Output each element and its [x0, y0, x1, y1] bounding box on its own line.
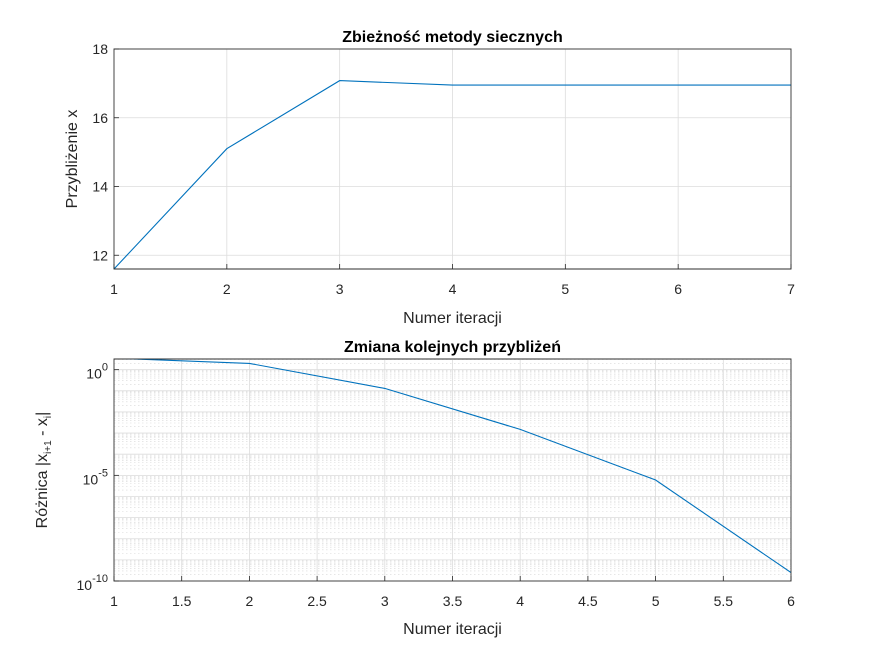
y-tick-exponent: -10	[92, 573, 108, 585]
x-tick-label: 4	[516, 593, 524, 609]
x-tick-label: 5.5	[714, 593, 734, 609]
y-tick-label: 10-5	[83, 467, 108, 487]
y-tick-label: 12	[92, 247, 108, 263]
x-tick-label: 2	[223, 281, 231, 297]
x-tick-label: 3	[336, 281, 344, 297]
x-tick-label: 6	[787, 593, 795, 609]
y-tick-base: 10	[83, 471, 99, 487]
series-line	[120, 359, 791, 574]
y-label-sub-1: i+1	[43, 440, 54, 454]
y-tick-label: 16	[92, 110, 108, 126]
chart-title-1: Zbieżność metody siecznych	[342, 29, 563, 46]
y-label-mid: - x	[34, 418, 51, 440]
x-axis-label-2: Numer iteracji	[403, 621, 502, 638]
y-label-sub-2: i	[43, 416, 54, 418]
y-axis-label-2: Różnica |xi+1 - xi|	[34, 412, 54, 529]
y-tick-labels-1: 12 14 16 18	[92, 41, 108, 263]
y-tick-base: 10	[77, 577, 93, 593]
series-group-1	[113, 80, 791, 270]
axes-frame-1	[113, 48, 792, 270]
x-tick-label: 6	[674, 281, 682, 297]
x-axis-label-1: Numer iteracji	[403, 310, 502, 327]
y-label-main: Różnica |x	[34, 454, 51, 528]
x-tick-label: 7	[787, 281, 795, 297]
y-axis-label-1: Przybliżenie x	[64, 110, 81, 209]
series-line	[113, 80, 791, 270]
y-tick-label: 100	[86, 362, 108, 382]
y-tick-exponent: 0	[102, 362, 108, 374]
y-label-end: |	[34, 412, 51, 416]
x-tick-label: 5	[652, 593, 660, 609]
x-tick-label: 3.5	[443, 593, 463, 609]
x-tick-label: 1	[110, 281, 118, 297]
x-tick-label: 1	[110, 593, 118, 609]
x-tick-labels-1: 1 2 3 4 5 6 7	[110, 281, 795, 297]
x-tick-label: 1.5	[172, 593, 192, 609]
x-tick-labels-2: 1 1.5 2 2.5 3 3.5 4 4.5 5 5.5 6	[110, 593, 795, 609]
x-tick-label: 4	[449, 281, 457, 297]
x-tick-label: 4.5	[578, 593, 598, 609]
y-tick-exponent: -5	[98, 467, 108, 479]
y-tick-label: 18	[92, 41, 108, 57]
x-tick-label: 2	[246, 593, 254, 609]
series-group-2	[120, 359, 791, 574]
x-tick-label: 3	[381, 593, 389, 609]
y-tick-label: 14	[92, 179, 108, 195]
axes-frame-2	[113, 358, 792, 582]
x-tick-label: 2.5	[307, 593, 327, 609]
x-tick-label: 5	[561, 281, 569, 297]
y-tick-base: 10	[86, 366, 102, 382]
y-tick-label: 10-10	[77, 573, 108, 593]
chart-title-2: Zmiana kolejnych przybliżeń	[344, 339, 561, 356]
